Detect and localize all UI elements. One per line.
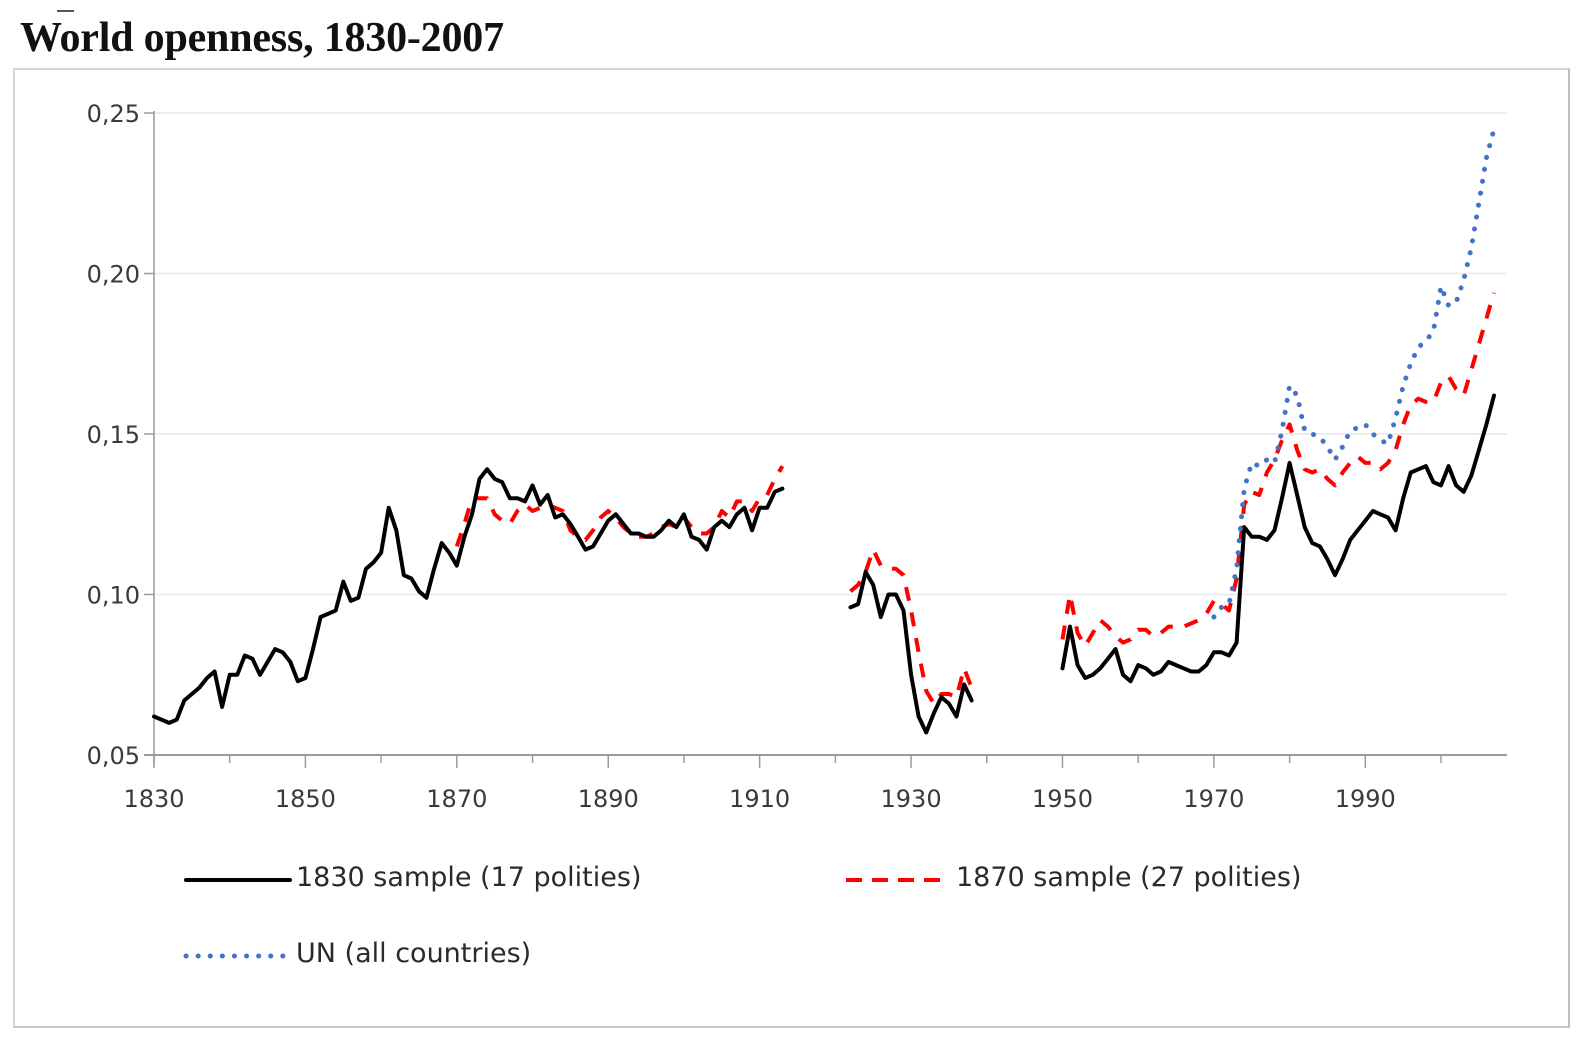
y-tick-label: 0,10 bbox=[87, 582, 140, 610]
legend-markers bbox=[183, 878, 950, 959]
series-1830-sample-segment-1 bbox=[152, 467, 785, 725]
legend-label-1830-sample: 1830 sample (17 polities) bbox=[296, 862, 642, 893]
y-tick-labels: 0,05 0,10 0,15 0,20 0,25 bbox=[87, 100, 140, 770]
x-tick-label: 1970 bbox=[1183, 785, 1244, 813]
y-tick-label: 0,05 bbox=[87, 742, 140, 770]
chart-frame bbox=[13, 68, 1570, 1028]
series-lines bbox=[152, 126, 1497, 735]
series-1830-sample-segment-3 bbox=[1060, 393, 1496, 684]
legend-label-un: UN (all countries) bbox=[296, 938, 532, 969]
x-tick-label: 1930 bbox=[881, 785, 942, 813]
x-tick-label: 1910 bbox=[729, 785, 790, 813]
axes bbox=[144, 111, 1507, 768]
x-tick-label: 1850 bbox=[275, 785, 336, 813]
gridlines bbox=[154, 112, 1507, 596]
series-un-segment-1 bbox=[1211, 126, 1497, 620]
x-tick-labels: 1830 1850 1870 1890 1910 1930 1950 1970 1990 bbox=[123, 785, 1395, 813]
x-tick-label: 1870 bbox=[426, 785, 487, 813]
y-tick-label: 0,20 bbox=[87, 261, 140, 289]
legend-label-1870-sample: 1870 sample (27 polities) bbox=[956, 862, 1302, 893]
y-tick-label: 0,15 bbox=[87, 421, 140, 449]
series-1870-sample-segment-2 bbox=[849, 547, 974, 706]
series-1830-sample-segment-2 bbox=[848, 570, 974, 735]
chart-title: World openness, 1830-2007 bbox=[20, 15, 504, 61]
x-tick-label: 1830 bbox=[123, 785, 184, 813]
x-tick-label: 1950 bbox=[1032, 785, 1093, 813]
x-tick-label: 1990 bbox=[1335, 785, 1396, 813]
x-tick-label: 1890 bbox=[578, 785, 639, 813]
y-tick-label: 0,25 bbox=[87, 100, 140, 128]
stray-mark bbox=[57, 10, 74, 12]
series-1870-sample-segment-1 bbox=[454, 465, 785, 548]
